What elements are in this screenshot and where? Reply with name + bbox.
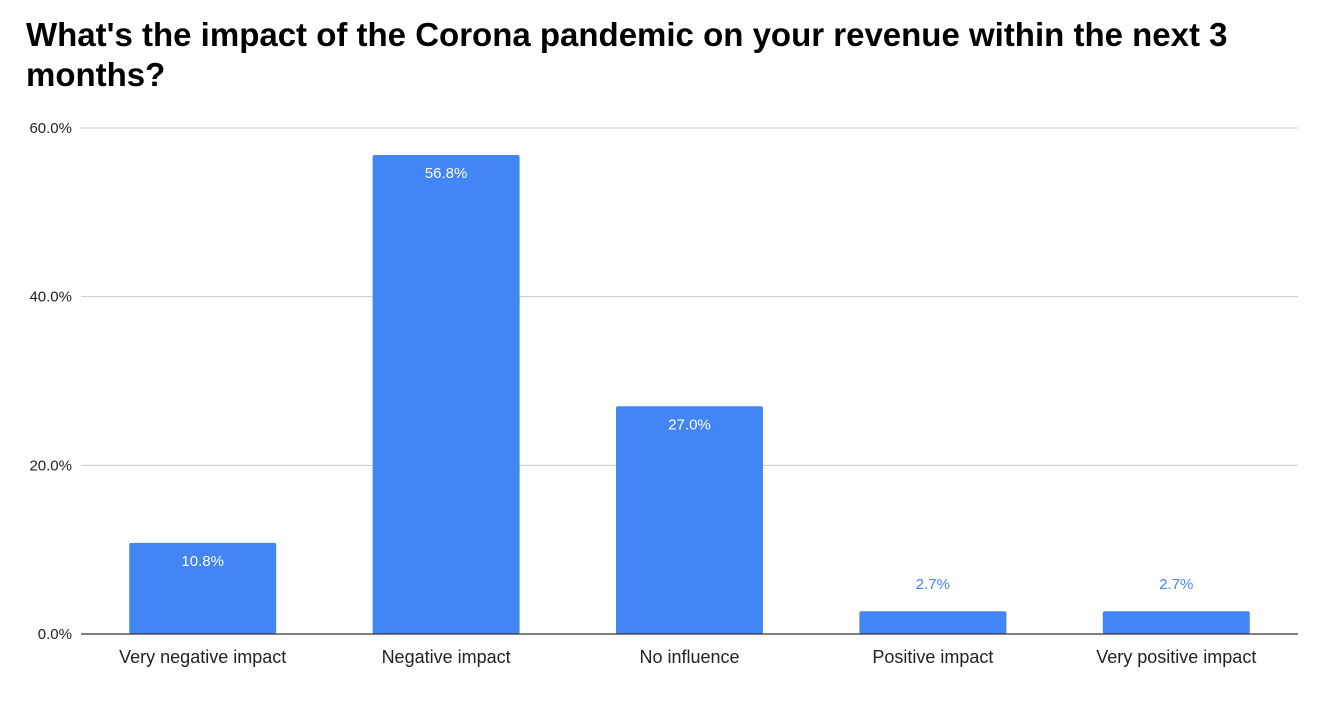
data-label-no-influence: 27.0% bbox=[668, 416, 711, 433]
data-label-very-negative-impact: 10.8% bbox=[181, 553, 224, 570]
data-label-positive-impact: 2.7% bbox=[916, 576, 950, 593]
y-tick-label: 20.0% bbox=[29, 457, 72, 474]
y-tick-label: 0.0% bbox=[38, 626, 72, 643]
bar-very-negative-impact bbox=[129, 542, 277, 634]
x-tick-label-very-positive-impact: Very positive impact bbox=[1096, 647, 1256, 667]
chart-title: What's the impact of the Corona pandemic… bbox=[26, 16, 1228, 93]
bar-very-positive-impact bbox=[1102, 611, 1250, 634]
x-tick-label-very-negative-impact: Very negative impact bbox=[119, 647, 286, 667]
data-label-very-positive-impact: 2.7% bbox=[1159, 576, 1193, 593]
x-axis-ticks: Very negative impact Negative impact No in… bbox=[119, 647, 1256, 667]
bar-no-influence bbox=[616, 406, 763, 634]
x-tick-label-no-influence: No influence bbox=[639, 647, 739, 667]
y-axis-ticks: 0.0% 20.0% 40.0% 60.0% bbox=[29, 120, 72, 643]
x-tick-label-negative-impact: Negative impact bbox=[382, 647, 511, 667]
y-tick-label: 40.0% bbox=[29, 289, 72, 306]
data-label-negative-impact: 56.8% bbox=[425, 165, 468, 182]
x-tick-label-positive-impact: Positive impact bbox=[872, 647, 993, 667]
bars bbox=[129, 154, 1250, 634]
bar-negative-impact bbox=[372, 154, 520, 634]
data-labels: 10.8% 56.8% 27.0% 2.7% 2.7% bbox=[181, 165, 1193, 593]
bar-positive-impact bbox=[859, 611, 1007, 634]
y-tick-label: 60.0% bbox=[29, 120, 72, 137]
